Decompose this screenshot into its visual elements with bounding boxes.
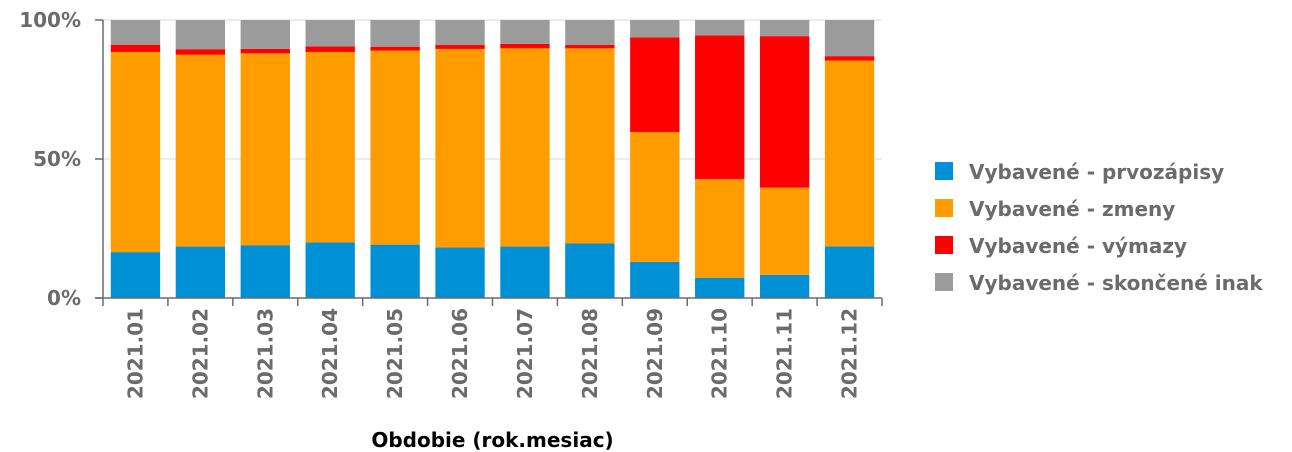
- x-tick-label: 2021.04: [318, 308, 342, 399]
- bar-segment: [370, 46, 420, 51]
- bar-segment: [565, 243, 615, 298]
- x-tick-label: 2021.10: [708, 308, 732, 399]
- legend-item: Vybavené - zmeny: [935, 197, 1175, 221]
- bar-segment: [435, 45, 485, 49]
- x-tick-label: 2021.12: [838, 308, 862, 399]
- bars: [110, 20, 875, 298]
- bar-segment: [305, 20, 355, 47]
- bar-stack-2021.11: [759, 20, 810, 298]
- bar-segment: [305, 242, 355, 298]
- bar-stack-2021.02: [175, 20, 226, 298]
- x-tick-labels: 2021.01 2021.02 2021.03 2021.04 2021.05 2021.…: [123, 308, 861, 399]
- x-tick-label: 2021.07: [513, 308, 537, 399]
- bar-stack-2021.12: [824, 20, 875, 298]
- x-tick-label: 2021.06: [448, 308, 472, 399]
- bar-segment: [370, 20, 420, 47]
- bar-segment: [630, 20, 680, 38]
- y-tick-labels: 0% 50% 100%: [19, 8, 81, 310]
- legend-swatch: [935, 236, 953, 254]
- bar-stack-2021.03: [240, 20, 290, 298]
- bar-segment: [630, 132, 680, 262]
- x-tick-label: 2021.09: [643, 308, 667, 399]
- bar-segment: [175, 54, 226, 247]
- bar-segment: [110, 44, 161, 52]
- bar-segment: [630, 261, 680, 298]
- legend-item: Vybavené - prvozápisy: [935, 160, 1224, 184]
- legend-swatch: [935, 273, 953, 291]
- x-axis-title: Obdobie (rok.mesiac): [371, 428, 613, 452]
- x-tick-label: 2021.02: [188, 308, 212, 399]
- legend-swatch: [935, 199, 953, 217]
- bar-segment: [824, 246, 875, 298]
- bar-segment: [110, 20, 161, 45]
- bar-segment: [565, 48, 615, 244]
- bar-segment: [759, 274, 810, 298]
- bar-stack-2021.07: [500, 20, 550, 298]
- legend-label: Vybavené - skončené inak: [969, 271, 1263, 295]
- bar-stack-2021.08: [565, 20, 615, 298]
- bar-segment: [370, 50, 420, 245]
- bar-segment: [759, 20, 810, 37]
- bar-segment: [630, 37, 680, 133]
- bar-segment: [695, 35, 745, 180]
- bar-segment: [240, 48, 290, 54]
- bar-segment: [824, 60, 875, 247]
- bar-segment: [500, 43, 550, 49]
- bar-stack-2021.05: [370, 20, 420, 298]
- bar-segment: [240, 53, 290, 246]
- x-tick-label: 2021.08: [578, 308, 602, 399]
- legend-swatch: [935, 162, 953, 180]
- bar-segment: [824, 56, 875, 61]
- bar-stack-2021.04: [305, 20, 355, 298]
- bar-segment: [435, 247, 485, 298]
- bar-segment: [824, 20, 875, 57]
- bar-segment: [175, 49, 226, 55]
- bar-segment: [565, 45, 615, 49]
- legend-item: Vybavené - skončené inak: [935, 271, 1263, 295]
- legend-label: Vybavené - prvozápisy: [969, 160, 1224, 184]
- bar-segment: [305, 51, 355, 243]
- bar-segment: [175, 246, 226, 298]
- bar-stack-2021.06: [435, 20, 485, 298]
- bar-segment: [500, 48, 550, 247]
- bar-segment: [240, 245, 290, 298]
- x-tick-label: 2021.11: [773, 308, 797, 399]
- axes: [95, 19, 883, 306]
- bar-segment: [759, 187, 810, 275]
- bar-segment: [695, 277, 745, 298]
- x-tick-label: 2021.05: [383, 308, 407, 399]
- bar-segment: [435, 20, 485, 46]
- bar-segment: [500, 20, 550, 44]
- bar-segment: [110, 51, 161, 253]
- bar-segment: [695, 20, 745, 36]
- bar-segment: [565, 20, 615, 46]
- legend-label: Vybavené - zmeny: [969, 197, 1175, 221]
- bar-segment: [175, 20, 226, 50]
- x-tick-label: 2021.03: [253, 308, 277, 399]
- bar-segment: [305, 46, 355, 52]
- legend-item: Vybavené - výmazy: [935, 234, 1187, 258]
- bar-segment: [500, 246, 550, 298]
- bar-segment: [240, 20, 290, 49]
- bar-segment: [370, 244, 420, 298]
- y-tick-label: 0%: [47, 286, 81, 310]
- bar-segment: [435, 48, 485, 248]
- y-tick-label: 50%: [33, 147, 81, 171]
- bar-stack-2021.01: [110, 20, 161, 298]
- bar-stack-2021.10: [695, 20, 745, 298]
- bar-segment: [110, 252, 161, 298]
- gridlines: [103, 19, 882, 160]
- bar-segment: [759, 36, 810, 188]
- bar-stack-2021.09: [630, 20, 680, 298]
- legend: Vybavené - prvozápisy Vybavené - zmeny Vyb…: [935, 160, 1263, 295]
- x-tick-label: 2021.01: [123, 308, 147, 399]
- legend-label: Vybavené - výmazy: [969, 234, 1187, 258]
- bar-segment: [695, 179, 745, 278]
- y-tick-label: 100%: [19, 8, 81, 32]
